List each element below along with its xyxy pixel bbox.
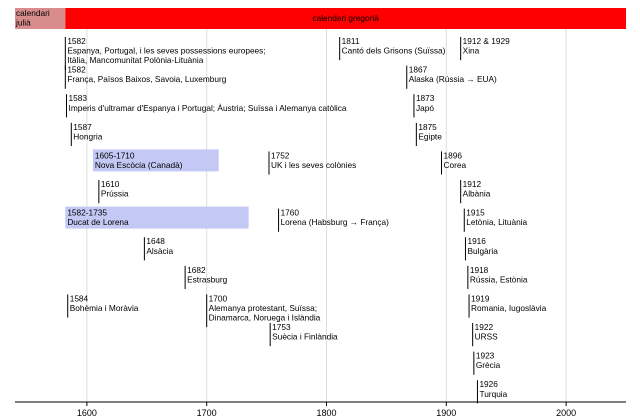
x-tick-label-1600: 1600 xyxy=(77,408,97,418)
event-label-23: 1922 URSS xyxy=(475,322,499,342)
event-label-15: 1875 Egipte xyxy=(418,122,442,142)
range-label-0: 1605-1710 Nova Escòcia (Canadà) xyxy=(95,150,183,170)
event-markers: 1582 Espanya, Portugal, i les seves posse… xyxy=(64,36,547,404)
event-label-4: 1610 Prússia xyxy=(101,179,129,199)
calendar-periods-bar: calendari julià calendari gregorià xyxy=(15,8,627,29)
event-label-0: 1582 Espanya, Portugal, i les seves posse… xyxy=(67,36,265,65)
period-bar-julian xyxy=(15,8,66,29)
period-label-gregorian: calendari gregorià xyxy=(312,13,379,23)
event-label-8: 1700 Alemanya protestant, Suïssa; Dinamarc… xyxy=(209,293,321,322)
event-label-13: 1867 Alaska (Rússia → EUA) xyxy=(409,65,497,85)
event-label-10: 1760 Lorena (Habsburg → França) xyxy=(281,208,390,228)
event-label-22: 1919 Romania, Iugoslàvia xyxy=(471,293,547,313)
range-label-1: 1582-1735 Ducat de Lorena xyxy=(67,208,129,228)
event-label-9: 1752 UK i les seves colònies xyxy=(271,150,356,170)
event-label-14: 1873 Japó xyxy=(416,93,435,113)
x-axis: 1600 1700 1800 1900 2000 xyxy=(15,401,626,418)
x-tick-label-1800: 1800 xyxy=(316,408,336,418)
event-label-19: 1915 Letònia, Lituània xyxy=(466,208,527,228)
event-label-1: 1582 França, Països Baixos, Savoia, Luxem… xyxy=(67,65,226,85)
x-tick-label-2000: 2000 xyxy=(556,408,576,418)
event-label-11: 1753 Suècia i Finlàndia xyxy=(272,322,338,342)
event-label-25: 1926 Turquia xyxy=(479,379,507,399)
range-bar-0 xyxy=(92,149,219,172)
event-label-21: 1918 Rússia, Estònia xyxy=(470,265,528,285)
event-label-5: 1648 Alsàcia xyxy=(146,236,173,256)
event-label-24: 1923 Grècia xyxy=(476,351,501,371)
range-bar-1 xyxy=(65,206,249,229)
event-label-17: 1912 & 1929 Xina xyxy=(463,36,510,56)
x-tick-label-1700: 1700 xyxy=(197,408,217,418)
event-label-6: 1682 Estrasburg xyxy=(187,265,228,285)
event-label-12: 1811 Cantó dels Grisons (Suïssa) xyxy=(342,36,446,56)
x-tick-label-1900: 1900 xyxy=(436,408,456,418)
period-bar-gregorian xyxy=(65,8,627,29)
event-label-16: 1896 Corea xyxy=(444,150,467,170)
event-label-2: 1583 Imperis d'ultramar d'Espanya i Portu… xyxy=(69,93,347,113)
period-label-julian: calendari julià xyxy=(15,8,50,28)
event-label-3: 1587 Hongria xyxy=(73,122,102,142)
event-label-7: 1584 Bohèmia i Moràvia xyxy=(70,293,139,313)
event-label-18: 1912 Albània xyxy=(463,179,491,199)
gridlines xyxy=(86,8,567,402)
event-label-20: 1916 Bulgària xyxy=(467,236,498,256)
range-bars: 1605-1710 Nova Escòcia (Canadà) 1582-1735 D… xyxy=(65,149,249,229)
